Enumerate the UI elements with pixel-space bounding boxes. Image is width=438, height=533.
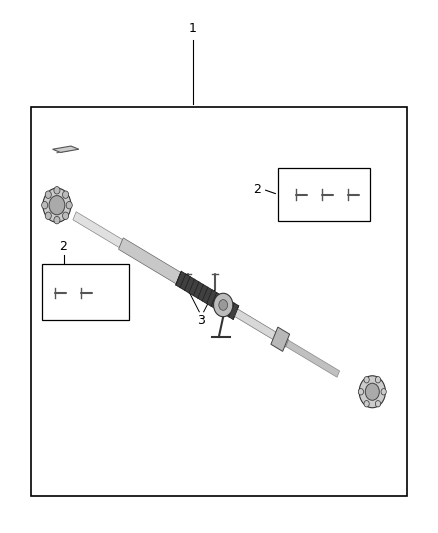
Circle shape (365, 383, 379, 400)
Circle shape (375, 401, 381, 407)
Circle shape (364, 376, 369, 383)
Circle shape (359, 376, 385, 408)
Polygon shape (53, 146, 79, 152)
Circle shape (45, 191, 51, 198)
Text: 2: 2 (60, 240, 67, 253)
Text: 3: 3 (198, 314, 205, 327)
Circle shape (63, 191, 69, 198)
Circle shape (43, 188, 71, 222)
Circle shape (364, 401, 369, 407)
Polygon shape (119, 238, 181, 284)
Bar (42, 264, 129, 320)
Bar (278, 168, 370, 221)
Text: 2: 2 (253, 183, 261, 196)
Polygon shape (286, 340, 339, 377)
Circle shape (54, 187, 60, 194)
Circle shape (63, 212, 69, 220)
Circle shape (358, 389, 364, 395)
Polygon shape (271, 327, 290, 351)
Polygon shape (73, 212, 123, 248)
Circle shape (381, 389, 386, 395)
Polygon shape (176, 271, 239, 320)
Circle shape (214, 293, 233, 317)
Circle shape (45, 212, 51, 220)
Circle shape (66, 201, 72, 209)
Circle shape (375, 376, 381, 383)
Text: 1: 1 (189, 22, 197, 35)
Circle shape (49, 196, 65, 215)
Bar (31, 107, 407, 496)
Circle shape (54, 216, 60, 224)
Circle shape (219, 300, 228, 310)
Circle shape (42, 201, 48, 209)
Polygon shape (234, 309, 289, 347)
